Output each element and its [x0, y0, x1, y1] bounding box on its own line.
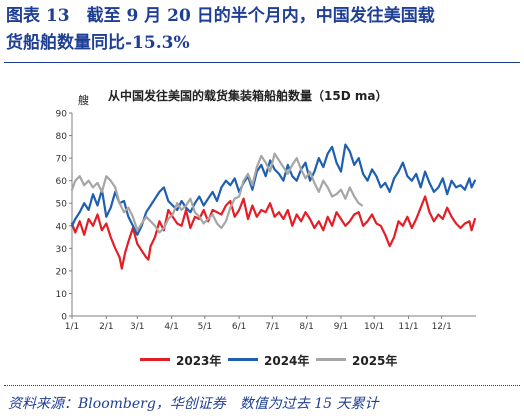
y-tick-label: 60: [56, 177, 68, 187]
y-tick-label: 40: [56, 222, 68, 232]
legend-label: 2023年: [176, 354, 222, 368]
x-tick-label: 9/1: [334, 322, 348, 332]
source-note: 资料来源：Bloomberg，华创证券 数值为过去 15 天累计: [8, 396, 379, 412]
chart-legend: 2023年 2024年 2025年: [0, 350, 524, 370]
y-tick-label: 90: [56, 110, 68, 120]
x-tick-label: 12/1: [432, 322, 452, 332]
x-tick-label: 7/1: [265, 322, 279, 332]
y-tick-label: 0: [61, 313, 67, 323]
legend-label: 2024年: [264, 354, 310, 368]
y-tick-label: 30: [56, 245, 68, 255]
legend-swatch: [316, 358, 346, 361]
x-tick-label: 8/1: [299, 322, 313, 332]
title-divider: [4, 62, 520, 63]
y-tick-label: 50: [56, 200, 68, 210]
y-tick-label: 20: [56, 267, 68, 277]
y-axis-unit-label: 艘: [78, 94, 89, 107]
x-tick-label: 11/1: [398, 322, 418, 332]
x-tick-label: 6/1: [232, 322, 246, 332]
figure-title-line-1: 图表 13 截至 9 月 20 日的半个月内，中国发往美国载: [6, 6, 435, 26]
series-line-2023年: [70, 195, 476, 270]
y-tick-label: 70: [56, 155, 68, 165]
figure-title-line-2: 货船舶数量同比-15.3%: [6, 33, 190, 53]
chart-axes: 0 10 20 30 40 50 60 70 80 90 1/1 2/1 3/1 4/1 5/1 6/1 7/1…: [56, 110, 476, 332]
series-line-2024年: [70, 143, 476, 236]
figure-title: 图表 13 截至 9 月 20 日的半个月内，中国发往美国载 货船舶数量同比-1…: [6, 3, 518, 57]
y-tick-label: 80: [56, 132, 68, 142]
y-tick-label: 10: [56, 290, 68, 300]
chart-series: [70, 143, 476, 270]
legend-label: 2025年: [352, 354, 398, 368]
x-tick-label: 10/1: [364, 322, 384, 332]
chart-title: 从中国发往美国的载货集装箱船舶数量（15D ma）: [108, 89, 388, 103]
legend-swatch: [228, 358, 258, 361]
legend-swatch: [140, 358, 170, 361]
series-line-2025年: [70, 152, 364, 234]
source-divider: [4, 385, 520, 386]
x-tick-label: 4/1: [164, 322, 178, 332]
x-tick-label: 3/1: [130, 322, 144, 332]
x-tick-label: 1/1: [65, 322, 79, 332]
x-tick-label: 2/1: [99, 322, 113, 332]
x-tick-label: 5/1: [198, 322, 212, 332]
